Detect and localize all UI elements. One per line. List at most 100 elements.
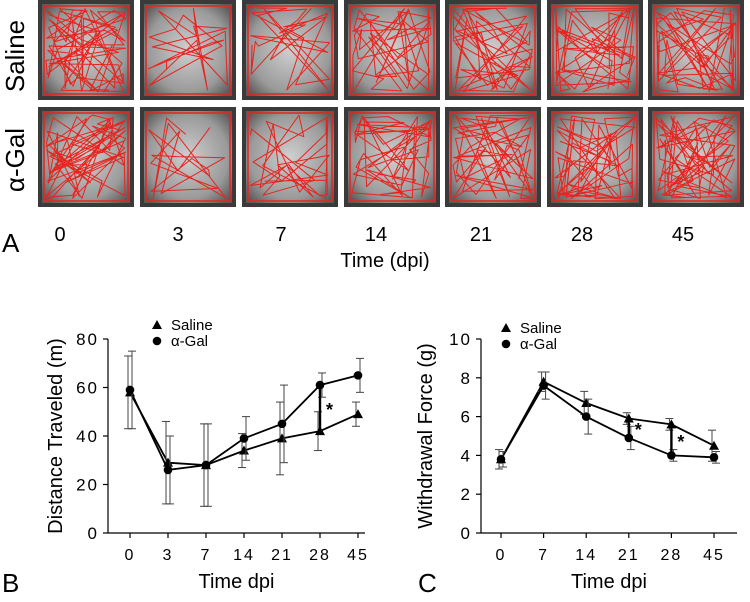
y-tick-label: 2 <box>461 485 472 504</box>
arena-perimeter-track <box>349 112 435 202</box>
data-point-triangle <box>709 440 719 450</box>
x-tick-label: 21 <box>271 547 293 564</box>
time-label: 0 <box>54 224 65 246</box>
data-point-circle <box>709 453 719 462</box>
arena-image <box>445 107 541 207</box>
series-agal <box>125 350 364 507</box>
y-tick-label: 60 <box>76 379 99 398</box>
movement-track <box>554 7 636 93</box>
series-line <box>500 384 715 460</box>
y-tick-label: 10 <box>449 330 472 349</box>
movement-track <box>250 7 331 91</box>
legend-label: α-Gal <box>171 333 208 350</box>
chart-b: 0 20 40 60 80 0 3 7 14 21 28 45 Time dpi Distance Tra… <box>2 317 369 598</box>
panel-letter: C <box>418 568 437 598</box>
data-point-circle <box>315 380 325 390</box>
movement-track <box>351 115 432 199</box>
movement-track <box>45 114 126 200</box>
data-point-triangle <box>315 426 325 436</box>
significance-star: * <box>677 432 684 452</box>
y-tick-label: 4 <box>461 446 472 465</box>
legend-label: Saline <box>520 320 562 337</box>
arena-image <box>648 0 744 100</box>
y-tick-label: 0 <box>461 524 472 543</box>
legend-marker-triangle <box>152 320 162 329</box>
arena-floor <box>144 4 232 96</box>
data-point-circle <box>581 412 591 421</box>
arena-image <box>140 107 236 207</box>
data-point-triangle <box>353 409 363 419</box>
arena-image <box>344 0 440 100</box>
series-agal <box>496 371 720 468</box>
time-label: 45 <box>672 224 694 246</box>
y-tick-label: 8 <box>461 369 472 388</box>
movement-track <box>45 8 127 93</box>
y-tick-label: 40 <box>76 427 99 446</box>
data-point-circle <box>125 385 135 395</box>
arena-image <box>242 0 338 100</box>
y-tick-label: 0 <box>88 524 99 543</box>
arena-perimeter-track <box>247 112 333 202</box>
series-saline <box>124 355 363 507</box>
data-point-circle <box>201 460 211 470</box>
arena-perimeter-track <box>653 5 739 95</box>
arena-image <box>140 0 236 100</box>
legend-marker-triangle <box>501 323 511 332</box>
arena-image-grid <box>38 0 744 207</box>
arena-image <box>242 107 338 207</box>
chart-c: 0 2 4 6 8 10 0 7 14 21 28 45 Time dpi Withdrawal Forc… <box>415 320 737 598</box>
movement-track <box>249 114 330 199</box>
legend-label: Saline <box>171 317 213 334</box>
panel-letter-a: A <box>2 228 20 258</box>
movement-track <box>452 114 534 199</box>
row-label-saline: Saline <box>0 20 30 92</box>
x-tick-label: 28 <box>661 547 683 564</box>
arena-perimeter-track <box>552 112 638 202</box>
time-labels: 0 3 7 14 21 28 45 <box>54 224 694 246</box>
x-tick-label: 3 <box>163 547 174 564</box>
arena-perimeter-track <box>653 112 739 202</box>
arena-perimeter-track <box>145 112 231 202</box>
movement-track <box>148 117 227 200</box>
legend-marker-circle <box>152 336 162 346</box>
arena-perimeter-track <box>43 112 129 202</box>
x-tick-label: 45 <box>347 547 369 564</box>
x-tick-label: 28 <box>309 547 331 564</box>
y-axis-label: Withdrawal Force (g) <box>415 343 437 529</box>
y-tick-label: 80 <box>76 330 99 349</box>
data-point-circle <box>539 381 548 390</box>
arena-perimeter-track <box>145 5 231 95</box>
data-point-circle <box>496 454 506 464</box>
x-tick-label: 14 <box>575 547 597 564</box>
data-point-circle <box>353 371 363 380</box>
y-axis-label: Distance Traveled (m) <box>45 338 67 534</box>
time-label: 3 <box>172 224 183 246</box>
panel-letter: B <box>2 568 19 598</box>
arena-perimeter-track <box>349 5 435 95</box>
legend-marker-circle <box>501 339 511 349</box>
x-axis-label: Time dpi <box>199 571 275 593</box>
series-saline <box>495 371 719 470</box>
legend-label: α-Gal <box>520 336 557 353</box>
x-tick-label: 45 <box>703 547 725 564</box>
time-label: 28 <box>571 224 593 246</box>
x-tick-label: 14 <box>233 547 255 564</box>
data-point-circle <box>239 434 249 443</box>
arena-image <box>547 107 643 207</box>
arena-image <box>648 107 744 207</box>
x-tick-label: 7 <box>201 547 212 564</box>
movement-track <box>554 115 636 200</box>
arena-image <box>344 107 440 207</box>
movement-track <box>452 7 533 93</box>
movement-track <box>655 115 736 200</box>
y-tick-label: 6 <box>461 408 472 427</box>
arena-perimeter-track <box>450 112 536 202</box>
time-label: 21 <box>470 224 492 246</box>
arena-perimeter-track <box>552 5 638 95</box>
arena-image <box>445 0 541 100</box>
significance-star: * <box>635 420 642 440</box>
x-tick-label: 21 <box>618 547 640 564</box>
